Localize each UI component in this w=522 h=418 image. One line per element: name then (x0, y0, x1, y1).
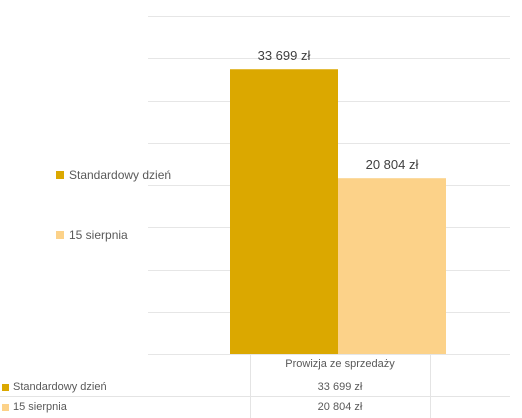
bar-1 (230, 69, 338, 355)
table-divider (0, 396, 510, 397)
table-row-august-15: 15 sierpnia 20 804 zł (0, 397, 510, 417)
data-label-2: 20 804 zł (366, 157, 419, 172)
legend-label-august-15: 15 sierpnia (69, 228, 128, 242)
legend-label-standard-day: Standardowy dzień (69, 168, 172, 182)
legend-swatch-august-15 (56, 231, 64, 239)
table-category-header: Prowizja ze sprzedaży (285, 358, 395, 370)
table-swatch-august-15 (2, 403, 9, 411)
table-value-august-15: 20 804 zł (317, 401, 363, 413)
table-row-standard-day: Standardowy dzień 33 699 zł (0, 377, 510, 397)
table-label-august-15: 15 sierpnia (13, 401, 67, 413)
legend-swatch-standard-day (56, 171, 64, 179)
data-label-1: 33 699 zł (258, 48, 311, 63)
table-label-standard-day: Standardowy dzień (13, 381, 107, 393)
legend-item-august-15: 15 sierpnia (56, 228, 128, 242)
table-swatch-standard-day (2, 383, 9, 391)
bar-2 (338, 178, 446, 354)
table-value-standard-day: 33 699 zł (317, 381, 363, 393)
legend-item-standard-day: Standardowy dzień (56, 168, 171, 182)
